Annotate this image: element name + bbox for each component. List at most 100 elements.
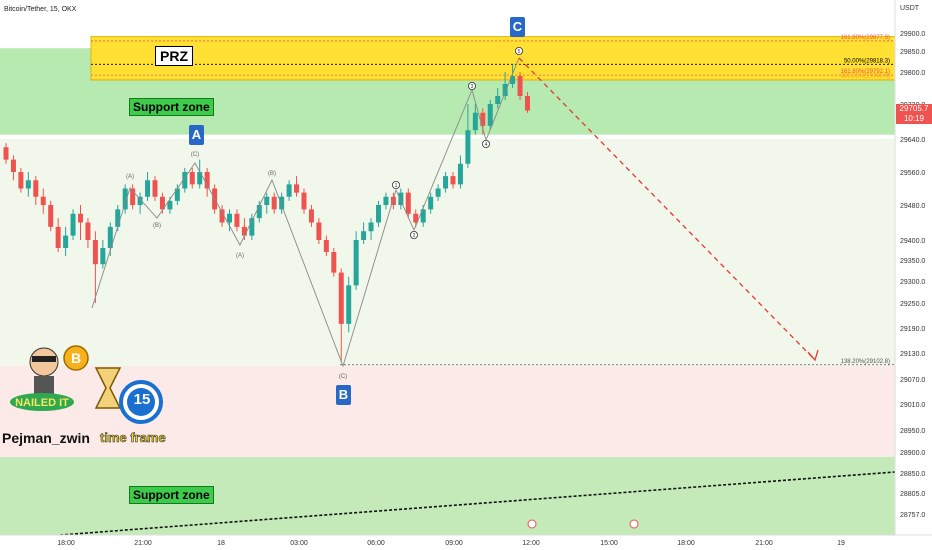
- x-tick-label: 19: [837, 540, 845, 547]
- candle-body: [167, 200, 173, 210]
- y-tick-label: 28757.0: [900, 512, 925, 519]
- candle-body: [390, 196, 396, 205]
- candle-body: [472, 112, 478, 131]
- candle-body: [159, 196, 165, 210]
- candle-body: [107, 226, 113, 248]
- candle-body: [197, 172, 203, 185]
- y-tick-label: 28900.0: [900, 450, 925, 457]
- candle-body: [413, 213, 419, 223]
- wave-sub-label: (A): [126, 174, 134, 180]
- candle-body: [301, 192, 307, 210]
- current-price-tag: 29705.7 10:19: [896, 104, 932, 124]
- candle-body: [271, 196, 277, 210]
- candle-body: [100, 248, 106, 265]
- wave-c-label: C: [510, 17, 525, 37]
- candle-body: [234, 213, 240, 227]
- candle-body: [264, 196, 270, 205]
- wave-sub-label: (A): [236, 253, 244, 259]
- bar-countdown: 10:19: [903, 114, 925, 123]
- wave-a-label: A: [189, 125, 204, 145]
- fib-level-label: 50.00%(29818.3): [844, 58, 890, 64]
- candle-body: [92, 240, 98, 265]
- x-tick-label: 03:00: [290, 540, 308, 547]
- y-tick-label: 29130.0: [900, 351, 925, 358]
- candle-body: [145, 180, 151, 197]
- fib-level-label: 300.00%(29780.8): [841, 74, 890, 80]
- candle-body: [70, 213, 76, 236]
- candle-body: [256, 205, 262, 219]
- impulse-marker: [481, 139, 490, 148]
- candle-body: [115, 209, 121, 227]
- candle-body: [122, 188, 128, 210]
- impulse-marker: [391, 180, 400, 189]
- elliott-wave-path: [91, 57, 520, 368]
- x-tick-label: 09:00: [445, 540, 463, 547]
- candle-body: [308, 209, 314, 223]
- candle-body: [286, 184, 292, 197]
- candle-body: [25, 180, 31, 189]
- candle-body: [10, 159, 16, 172]
- candle-body: [323, 240, 329, 252]
- candle-body: [487, 104, 493, 126]
- candle-body: [85, 222, 91, 240]
- candle-body: [420, 209, 426, 223]
- candle-body: [33, 180, 39, 197]
- axis-currency: USDT: [900, 5, 920, 12]
- candle-body: [435, 188, 441, 197]
- candle-body: [189, 172, 195, 185]
- svg-text:B: B: [71, 350, 81, 366]
- author-logo: B NAILED IT 15 Pejman_zwin time frame: [2, 340, 174, 450]
- impulse-label: 2: [413, 233, 416, 239]
- impulse-label: 5: [518, 49, 521, 55]
- y-tick-label: 29300.0: [900, 279, 925, 286]
- y-tick-label: 28805.0: [900, 491, 925, 498]
- wave-sub-label: (C): [339, 374, 347, 380]
- candle-body: [480, 112, 486, 126]
- wave-sub-label: (C): [191, 152, 199, 158]
- wave-sub-label: (B): [268, 171, 276, 177]
- candle-body: [227, 213, 232, 223]
- x-axis-panel: [0, 535, 932, 550]
- y-tick-label: 29560.0: [900, 170, 925, 177]
- y-tick-label: 29800.0: [900, 70, 925, 77]
- impulse-label: 1: [395, 183, 398, 189]
- x-tick-label: 21:00: [134, 540, 152, 547]
- projection-arrowhead: [807, 349, 819, 362]
- support-zone-lower-label: Support zone: [129, 486, 214, 504]
- x-tick-label: 18:00: [677, 540, 695, 547]
- candle-body: [361, 231, 367, 240]
- candle-body: [376, 205, 381, 223]
- candle-body: [525, 96, 530, 111]
- candle-body: [428, 196, 434, 210]
- candle-body: [398, 192, 404, 205]
- y-tick-label: 29350.0: [900, 258, 925, 265]
- candle-body: [353, 240, 359, 286]
- impulse-marker: [409, 230, 418, 239]
- y-tick-label: 29070.0: [900, 377, 925, 384]
- candle-body: [78, 213, 83, 223]
- candle-body: [450, 176, 456, 185]
- y-tick-label: 29900.0: [900, 31, 925, 38]
- candle-body: [40, 196, 46, 205]
- candle-body: [502, 84, 508, 96]
- candle-body: [18, 172, 24, 189]
- impulse-label: 4: [485, 142, 488, 148]
- candle-body: [294, 184, 300, 193]
- candle-body: [495, 96, 501, 104]
- candle-body: [510, 76, 516, 84]
- impulse-label: 3: [471, 84, 474, 90]
- candle-body: [204, 172, 210, 189]
- x-tick-label: 18:00: [57, 540, 75, 547]
- prz-zone: [90, 36, 896, 81]
- y-axis-panel: [895, 0, 932, 550]
- timeframe-text: time frame: [100, 430, 166, 446]
- y-tick-label: 29850.0: [900, 49, 925, 56]
- candle-body: [152, 180, 158, 197]
- mid-band: [0, 139, 895, 366]
- y-tick-label: 29250.0: [900, 301, 925, 308]
- impulse-marker: [467, 82, 476, 91]
- candle-body: [331, 252, 337, 273]
- y-tick-label: 28950.0: [900, 428, 925, 435]
- chart-title: Bitcoin/Tether, 15, OKX: [4, 6, 77, 13]
